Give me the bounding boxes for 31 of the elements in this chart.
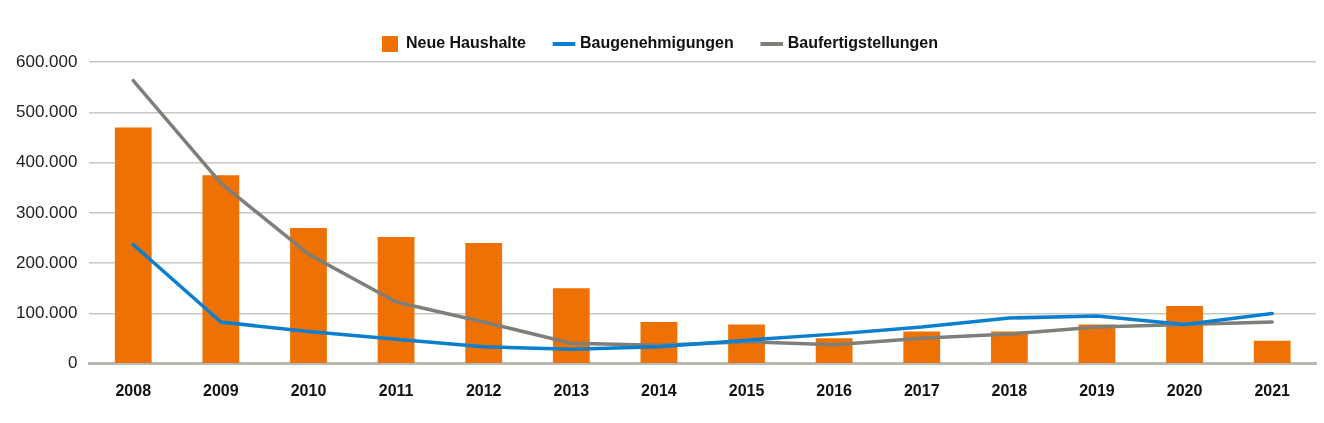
- y-tick-label: 100.000: [16, 303, 78, 323]
- x-tick-label: 2019: [1079, 381, 1115, 399]
- legend-label: Baufertigstellungen: [787, 34, 939, 52]
- y-tick-label: 0: [67, 353, 78, 373]
- y-tick-label: 400.000: [16, 152, 78, 172]
- x-tick-label: 2014: [641, 381, 677, 399]
- bar: [202, 175, 240, 364]
- x-tick-label: 2011: [378, 381, 414, 399]
- x-tick-label: 2016: [816, 381, 853, 399]
- x-tick-label: 2008: [115, 381, 152, 399]
- legend-label: Neue Haushalte: [405, 34, 527, 52]
- x-tick-label: 2020: [1166, 381, 1203, 399]
- x-tick-label: 2021: [1254, 381, 1291, 399]
- x-tick-label: 2018: [991, 381, 1028, 399]
- x-tick-label: 2015: [728, 381, 765, 399]
- x-tick-label: 2009: [203, 381, 239, 399]
- x-tick-label: 2013: [553, 381, 590, 399]
- bar: [290, 227, 327, 364]
- y-tick-label: 600.000: [16, 51, 78, 71]
- bar: [114, 127, 152, 364]
- legend-label: Baugenehmigungen: [580, 34, 734, 52]
- bar: [1253, 340, 1291, 364]
- y-tick-label: 300.000: [16, 202, 78, 222]
- x-tick-label: 2010: [290, 381, 327, 399]
- x-tick-label: 2012: [465, 381, 502, 399]
- y-tick-label: 200.000: [16, 252, 78, 272]
- y-tick-label: 500.000: [16, 101, 78, 121]
- x-tick-label: 2017: [903, 381, 940, 399]
- bar: [1166, 305, 1203, 364]
- bar: [465, 243, 503, 364]
- bar: [377, 237, 415, 364]
